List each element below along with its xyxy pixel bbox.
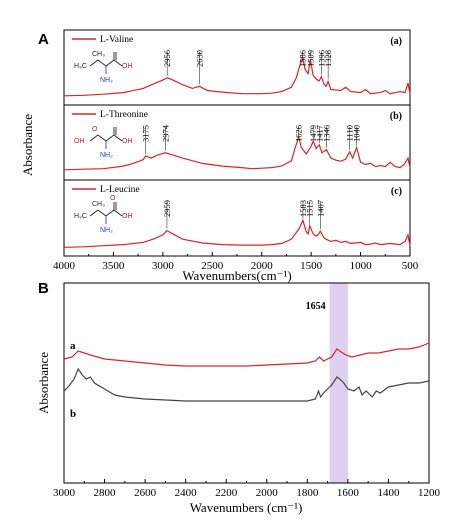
molecule-group-label: H₃C	[74, 63, 87, 70]
peak-label-2959: 2959	[162, 200, 172, 217]
panel-b-highlight: 1654	[306, 283, 348, 483]
panel-b-tick-label-2800: 2800	[94, 487, 117, 499]
peak-label-1110: 1110	[345, 125, 355, 141]
panel-b-tick-label-1600: 1600	[337, 487, 360, 499]
molecule-structure: H₃C CH₃ OH NH₂	[74, 51, 133, 84]
panel-a-tick-label-3000: 3000	[152, 260, 175, 272]
panel-a-spectrum-line	[63, 55, 411, 97]
molecule-group-label: OH	[122, 213, 133, 220]
panel-b-x-label: Wavenumbers (cm⁻¹)	[190, 500, 303, 515]
peak-label-2956: 2956	[162, 50, 172, 67]
panel-a-tick-label-1000: 1000	[350, 260, 373, 272]
molecule-group-label: NH₂	[100, 227, 113, 234]
molecule-bond	[89, 209, 99, 217]
panel-a-spectrum-line	[63, 218, 411, 248]
peak-label-1328: 1328	[323, 50, 333, 67]
molecule-group-label: OH	[122, 138, 133, 145]
panel-b-tick-label-2000: 2000	[256, 487, 279, 499]
molecule-bond	[97, 59, 107, 67]
panel-b-tick-label-2200: 2200	[215, 487, 238, 499]
panel-a-tick-label-1500: 1500	[300, 260, 323, 272]
panel-a-tick-label-2000: 2000	[251, 260, 274, 272]
panel-a-letter: A	[38, 31, 49, 48]
panel-b-spectrum-a	[63, 342, 430, 367]
molecule-group-label: NH₂	[100, 77, 113, 84]
panel-a-series-l-threonine: L-Threonine (b) OH O OH NH₂ 3175 2974 1626 147914…	[63, 104, 411, 171]
molecule-bond	[97, 209, 107, 217]
panel-b-x-ticks: 3000 2800 2600 2400 2200 2000 1800 1600 1400 1200	[53, 479, 441, 499]
peak-label-1509: 1509	[305, 50, 315, 67]
molecule-bond	[105, 209, 115, 217]
peak-label-3175: 3175	[141, 125, 151, 142]
panel-b-tick-label-2600: 2600	[134, 487, 157, 499]
peak-label-1417: 1417	[314, 125, 324, 142]
panel-b-frame	[63, 282, 430, 484]
panel-b-tick-label-1800: 1800	[296, 487, 319, 499]
sub-panel-label: (c)	[391, 186, 402, 197]
peak-label-1583: 1583	[298, 200, 308, 217]
peak-label-1479: 1479	[308, 125, 318, 142]
panel-a-y-label: Absorbance	[20, 114, 35, 176]
molecule-group-label: H₃C	[74, 213, 87, 220]
panel-b-series-label-a: a	[70, 340, 76, 352]
highlight-band	[329, 283, 348, 483]
molecule-bond	[113, 209, 123, 217]
molecule-group-label: CH₃	[92, 51, 105, 58]
molecule-group-label: OH	[74, 138, 85, 145]
peak-label-1586: 1586	[298, 50, 308, 67]
panel-a-x-label: Wavenumbers(cm⁻¹)	[182, 268, 291, 283]
molecule-structure: H₃C CH₃ OH NH₂ O	[74, 195, 133, 234]
molecule-bond	[89, 134, 99, 142]
molecule-group-label: O	[110, 195, 116, 202]
peak-label-1346: 1346	[321, 125, 331, 142]
panel-b-chart: 1654 3000 2800 2600 2400 2200 2000 1800 1600 140…	[36, 282, 441, 515]
molecule-group-label: CH₃	[92, 201, 105, 208]
panel-a-chart: 4000 3500 3000 2500 2000 1500 1000 500 L-Valine…	[20, 29, 419, 283]
legend-label: L-Valine	[100, 35, 133, 45]
peak-label-1626: 1626	[294, 125, 304, 142]
molecule-bond	[89, 59, 99, 67]
highlight-band-label: 1654	[306, 301, 326, 312]
peak-label-1396: 1396	[316, 50, 326, 67]
panel-b-spectrum-b	[63, 367, 430, 402]
panel-a-spectrum-line	[63, 134, 411, 171]
molecule-group-label: OH	[122, 63, 133, 70]
molecule-bond	[113, 134, 123, 142]
panel-b-letter: B	[38, 280, 49, 297]
molecule-group-label: NH₂	[100, 152, 113, 159]
peak-label-1407: 1407	[315, 200, 325, 217]
sub-panel-label: (b)	[390, 111, 402, 122]
panel-a-tick-label-2500: 2500	[201, 260, 224, 272]
panel-a-tick-label-3500: 3500	[102, 260, 125, 272]
peak-label-1040: 1040	[352, 125, 362, 142]
peak-label-1515: 1515	[305, 200, 315, 217]
panel-a-tick-label-4000: 4000	[53, 260, 76, 272]
panel-b-tick-label-2400: 2400	[175, 487, 198, 499]
panel-b-y-label: Absorbance	[36, 352, 51, 414]
molecule-bond	[105, 134, 115, 142]
panel-b-tick-label-1400: 1400	[377, 487, 400, 499]
peak-label-2974: 2974	[160, 124, 170, 142]
legend-label: L-Threonine	[100, 110, 148, 120]
panel-b-series-label-b: b	[70, 408, 76, 420]
peak-label-2630: 2630	[194, 50, 204, 67]
molecule-bond	[105, 59, 115, 67]
molecule-group-label: O	[92, 126, 98, 133]
panel-b-plots: ab	[63, 340, 430, 420]
panel-a-x-ticks: 4000 3500 3000 2500 2000 1500 1000 500	[53, 252, 419, 272]
legend-label: L-Leucine	[100, 185, 140, 195]
molecule-bond	[113, 59, 123, 67]
sub-panel-label: (a)	[390, 36, 402, 47]
molecule-bond	[97, 134, 107, 142]
panel-a-tick-label-500: 500	[402, 260, 419, 272]
panel-a-frame	[63, 29, 411, 257]
panel-b-tick-label-1200: 1200	[418, 487, 441, 499]
molecule-structure: OH O OH NH₂	[74, 126, 133, 159]
panel-b-tick-label-3000: 3000	[53, 487, 76, 499]
